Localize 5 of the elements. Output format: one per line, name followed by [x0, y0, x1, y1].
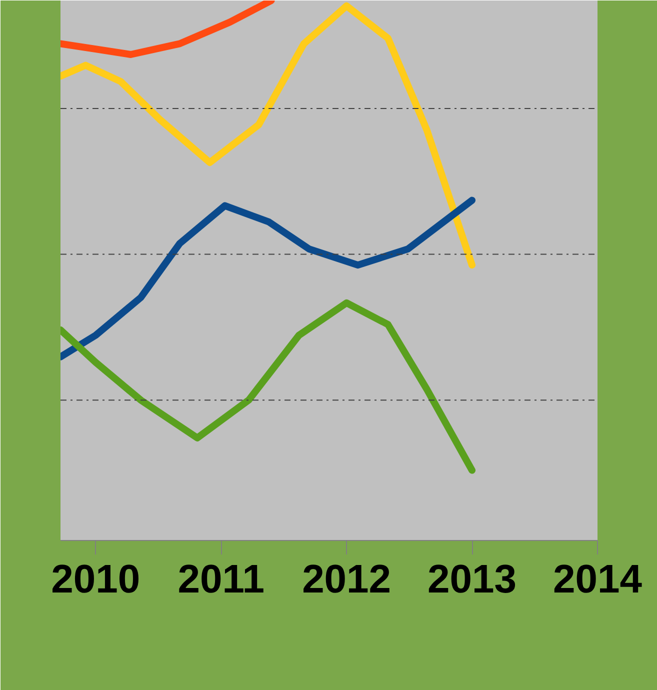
x-tick-label: 2012 [302, 558, 392, 602]
x-tick-label: 2014 [553, 558, 643, 602]
x-tick-label: 2013 [428, 558, 517, 602]
x-tick-label: 2010 [51, 558, 140, 602]
x-tick-label: 2011 [178, 558, 264, 602]
